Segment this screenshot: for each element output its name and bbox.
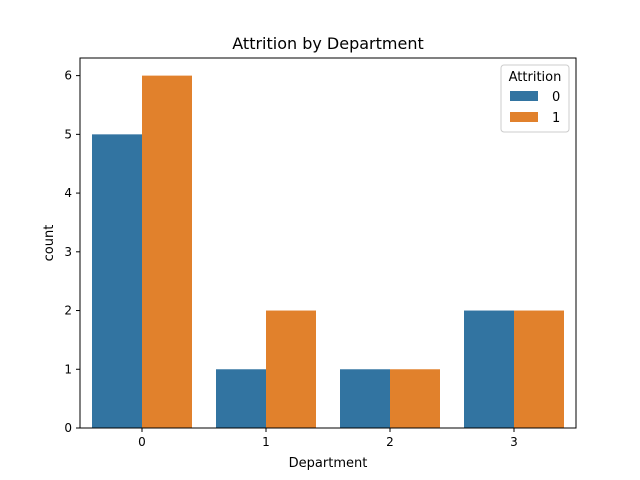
x-tick-label: 2 — [386, 435, 394, 449]
bar-dept-0-attrition-1 — [142, 75, 192, 428]
y-tick-label: 0 — [64, 421, 72, 435]
x-tick-label: 0 — [138, 435, 146, 449]
x-axis-ticks: 0 1 2 3 — [138, 428, 518, 449]
bar-dept-0-attrition-0 — [92, 134, 142, 428]
y-tick-label: 6 — [64, 69, 72, 83]
y-tick-label: 3 — [64, 245, 72, 259]
bar-dept-2-attrition-0 — [340, 369, 390, 428]
y-axis-label: count — [42, 225, 57, 262]
bar-dept-1-attrition-0 — [216, 369, 266, 428]
chart-title: Attrition by Department — [232, 34, 424, 53]
bar-dept-1-attrition-1 — [266, 310, 316, 428]
bar-dept-3-attrition-1 — [514, 310, 564, 428]
legend-title: Attrition — [509, 70, 562, 85]
plot-frame — [79, 57, 577, 429]
legend-label-1: 1 — [552, 111, 560, 126]
y-axis-ticks: 0 1 2 3 4 5 6 — [64, 69, 80, 435]
y-tick-label: 2 — [64, 304, 72, 318]
bar-dept-3-attrition-0 — [464, 310, 514, 428]
x-axis-label: Department — [289, 456, 368, 471]
legend-swatch-1 — [510, 112, 538, 122]
legend: Attrition 0 1 — [500, 64, 570, 133]
x-tick-label: 3 — [510, 435, 518, 449]
bar-dept-2-attrition-1 — [390, 369, 440, 428]
x-tick-label: 1 — [262, 435, 270, 449]
y-tick-label: 5 — [64, 127, 72, 141]
bars-group — [92, 75, 564, 428]
y-tick-label: 1 — [64, 362, 72, 376]
legend-swatch-0 — [510, 91, 538, 101]
legend-label-0: 0 — [552, 90, 560, 105]
y-tick-label: 4 — [64, 186, 72, 200]
